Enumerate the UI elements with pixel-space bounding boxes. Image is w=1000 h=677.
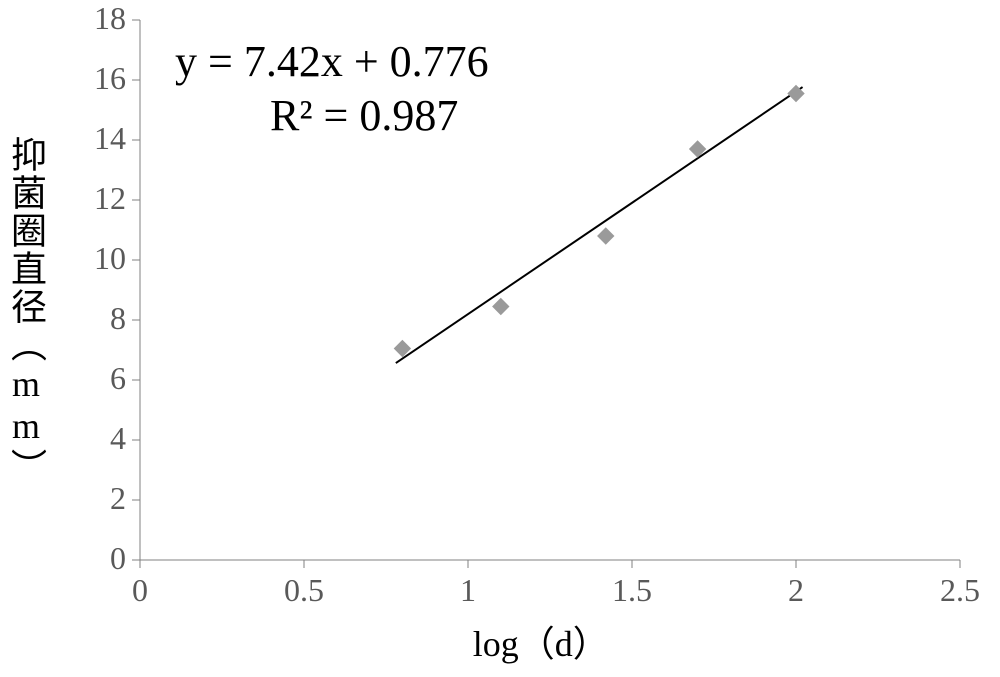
y-tick-label: 12: [94, 180, 126, 217]
y-tick-label: 6: [110, 360, 126, 397]
y-tick-label: 16: [94, 60, 126, 97]
x-tick-label: 0: [110, 572, 170, 609]
x-axis-label-text: log（d）: [473, 624, 609, 664]
x-tick-label: 0.5: [274, 572, 334, 609]
x-tick-label: 2: [766, 572, 826, 609]
y-tick-label: 2: [110, 480, 126, 517]
chart-container: 抑菌圈直径（mm） y = 7.42x + 0.776 R² = 0.987 l…: [0, 0, 1000, 677]
y-tick-label: 14: [94, 120, 126, 157]
y-tick-label: 0: [110, 540, 126, 577]
x-tick-label: 1.5: [602, 572, 662, 609]
y-tick-label: 4: [110, 420, 126, 457]
data-point-marker: [493, 299, 509, 315]
y-tick-label: 18: [94, 0, 126, 37]
y-tick-label: 10: [94, 240, 126, 277]
x-axis-label: log（d）: [473, 615, 609, 667]
x-tick-label: 2.5: [930, 572, 990, 609]
data-point-marker: [598, 228, 614, 244]
x-tick-label: 1: [438, 572, 498, 609]
y-tick-label: 8: [110, 300, 126, 337]
